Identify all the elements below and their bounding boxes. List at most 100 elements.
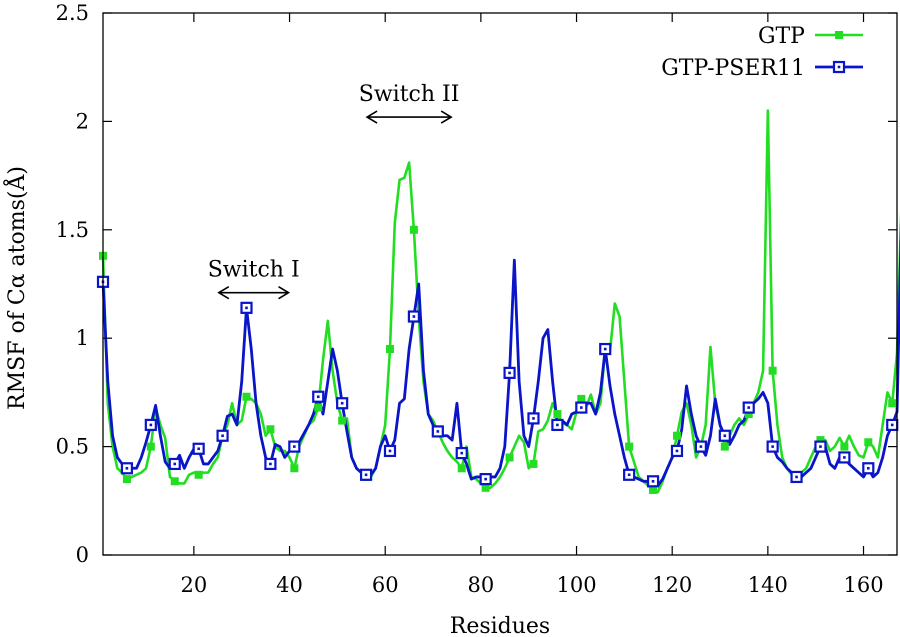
series-0-point-140 (768, 366, 777, 375)
series-1-point-135-dot (747, 406, 751, 409)
series-1-point-85-dot (508, 371, 511, 375)
series-1-point-115-dot (651, 479, 655, 483)
series-1-point-20 (192, 442, 205, 455)
series-0-point-30 (242, 392, 251, 401)
legend-swatch-gtp-pser11 (815, 60, 863, 74)
series-1-point-155 (838, 451, 851, 464)
series-1-point-150-dot (819, 445, 822, 448)
series-1-point-105 (599, 342, 612, 356)
series-1-point-25-dot (221, 434, 224, 438)
series-0-point-90 (529, 459, 538, 468)
series-1-point-90 (527, 412, 540, 425)
series-1-point-35 (264, 457, 277, 471)
series-1-point-30 (240, 301, 253, 314)
series-0-point-15 (170, 477, 179, 486)
switch-1-label: Switch I (208, 258, 300, 283)
series-1-point-130-dot (723, 434, 727, 438)
series-1-point-55-dot (364, 473, 368, 477)
series-1-point-165 (886, 418, 899, 432)
series-0-point-5 (122, 475, 131, 484)
series-0-point-110 (625, 442, 634, 451)
axes: 20 40 60 80 100 120 140 160 0 0.5 1 1.5 2 2.5 (56, 1, 898, 597)
series-1-point-15 (168, 457, 181, 471)
series-1-point-95 (551, 418, 564, 432)
switch-2-label: Switch II (359, 82, 460, 107)
series-1-point-155-dot (843, 456, 846, 459)
series-1-point-125 (694, 440, 707, 453)
legend-marker-1 (832, 60, 846, 74)
series-0-point-100 (577, 394, 586, 403)
series-0-point-120 (672, 431, 681, 440)
series-0-point-115 (649, 485, 658, 494)
series-1-point-135 (742, 401, 755, 414)
series-1-point-70 (431, 425, 444, 438)
switch-1-arrow (217, 285, 291, 300)
x-tick-label-3: 80 (468, 573, 495, 597)
series-1-point-45-dot (316, 395, 320, 399)
y-tick-label-5: 2.5 (56, 1, 89, 25)
y-tick-label-0: 0 (76, 543, 89, 567)
x-tick-label-4: 100 (556, 573, 596, 597)
series-1-point-5-dot (125, 466, 129, 470)
series-0-point-150 (816, 436, 825, 445)
series-1-point-60-dot (388, 449, 392, 453)
series-1-point-80-dot (484, 477, 487, 481)
y-tick-label-4: 2 (76, 109, 89, 133)
series-0-point-165 (888, 399, 897, 408)
series-line-1 (101, 220, 900, 488)
series-0-point-160 (864, 438, 873, 447)
series-1-point-120-dot (675, 449, 679, 453)
series-0-point-35 (266, 425, 275, 434)
series-1-point-50-dot (340, 401, 344, 405)
annot-head-right-0 (278, 285, 291, 300)
series-1-point-115 (646, 475, 660, 488)
legend-marker-0 (835, 31, 843, 39)
annot-head-right-1 (440, 110, 453, 124)
y-tick-label-1: 0.5 (56, 435, 89, 459)
series-1-point-80 (479, 473, 492, 486)
series-1-point-120 (670, 444, 684, 458)
series-1-point-150 (814, 440, 827, 453)
x-tick-label-0: 20 (181, 573, 208, 597)
series-1-point-10 (144, 418, 157, 432)
plot-area (96, 109, 900, 494)
series-1-point-145-dot (795, 475, 798, 479)
x-tick-label-6: 140 (748, 573, 788, 597)
series-1-point-105-dot (603, 347, 607, 351)
series-0-point-20 (194, 470, 203, 479)
series-1-point-100 (575, 401, 588, 414)
series-0-point-135 (744, 410, 753, 419)
series-1-point-25 (216, 429, 229, 442)
y-tick-label-3: 1.5 (56, 218, 89, 242)
x-axis-title: Residues (450, 614, 550, 637)
switch-2-arrow (365, 110, 453, 124)
y-axis-title: RMSF of Cα atoms(Å) (2, 166, 30, 410)
x-tick-label-5: 120 (652, 573, 692, 597)
series-0-point-155 (840, 442, 849, 451)
series-1-point-70-dot (436, 430, 440, 433)
x-tick-label-1: 40 (276, 573, 303, 597)
series-1-point-40-dot (293, 445, 296, 448)
series-1-point-110-dot (627, 473, 631, 477)
annotations: Switch I Switch II (208, 82, 460, 300)
annot-head-left-1 (365, 110, 378, 124)
series-1-point-95-dot (556, 423, 559, 427)
series-1-point-125-dot (699, 445, 703, 448)
y-tick-label-2: 1 (76, 326, 89, 350)
series-0-point-40 (290, 464, 299, 473)
series-0-point-60 (385, 345, 394, 354)
series-0-point-85 (505, 453, 514, 462)
series-1-point-145 (790, 470, 803, 484)
series-0-point-95 (553, 410, 562, 419)
series-0-point-10 (146, 442, 155, 451)
series-0-point-80 (481, 483, 490, 492)
series-1-point-90-dot (532, 417, 535, 420)
series-1-point-20-dot (197, 447, 200, 451)
series-1-point-55 (359, 468, 373, 481)
series-1-point-40 (288, 440, 301, 453)
plot-frame (102, 12, 898, 556)
series-1-point-165-dot (890, 423, 894, 427)
series-1-point-30-dot (245, 306, 248, 310)
x-tick-label-2: 60 (372, 573, 399, 597)
